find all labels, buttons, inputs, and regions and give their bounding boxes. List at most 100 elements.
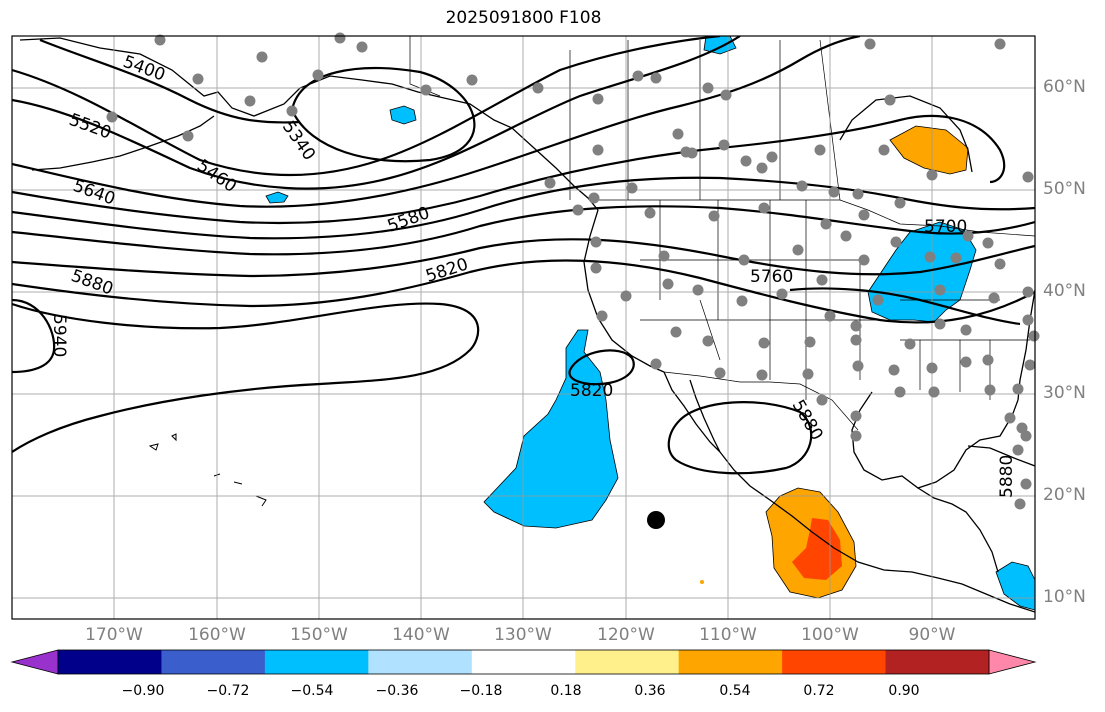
station-dot [596,310,608,322]
shade-blue-pacific [483,329,619,529]
contour-label-5340: 5340 [278,117,319,164]
colorbar-cell [471,650,576,674]
colorbar-cell [782,650,887,674]
station-dot [858,254,870,266]
lat-label: 20°N [1043,485,1086,505]
station-dot [926,169,938,181]
contour-5640 [12,36,861,208]
station-dot [888,364,900,376]
station-dot [828,186,840,198]
station-dot [864,38,876,50]
contour-5460 [12,36,741,190]
colorbar-cell [885,650,990,674]
colorbar-high-extension [988,649,1037,675]
lon-label: 110°W [699,625,757,645]
station-dot [670,326,682,338]
station-dot [756,369,768,381]
station-dot [466,74,478,86]
station-dot [1014,498,1026,510]
station-dot [758,337,770,349]
station-dot [934,318,946,330]
station-dot [988,292,1000,304]
atlantic-coast [1017,289,1035,401]
colorbar-tick: 0.18 [550,683,582,699]
station-dot [994,258,1006,270]
station-dot [950,252,962,264]
province-lines [569,39,841,201]
contour-5340 [290,67,476,163]
contour-5520 [12,36,721,177]
station-dot [926,362,938,374]
map-content [12,36,1035,619]
station-dot [620,290,632,302]
station-dot [686,147,698,159]
station-dot [850,334,862,346]
station-dot [244,95,256,107]
station-dot [858,209,870,221]
colorbar-tick: 0.36 [634,683,666,699]
station-dot [934,284,946,296]
station-dot [650,72,662,84]
station-dot [814,144,826,156]
lat-label: 40°N [1043,281,1086,301]
colorbar-cell [575,650,680,674]
station-dot [840,230,852,242]
colorbar-low-extension [10,649,59,675]
graticule [12,36,1035,619]
contour-5820 [12,259,1035,324]
station-dot [850,410,862,422]
station-dot [702,335,714,347]
station-dot [894,197,906,209]
station-dot [736,295,748,307]
shade-blue-top [703,36,737,55]
station-dot [692,284,704,296]
station-dot [650,358,662,370]
contour-5760c [789,287,1021,326]
yucatan-caribbean [917,487,999,573]
station-dot [592,144,604,156]
lon-label: 90°W [908,625,956,645]
station-dot [658,250,670,262]
station-dot [1022,314,1034,326]
station-dot [718,139,730,151]
mexico-pacific-coast [719,451,1035,613]
state-lines-b [859,260,1030,400]
station-dot [192,73,204,85]
lat-label: 50°N [1043,179,1086,199]
station-dot [850,320,862,332]
lon-label: 170°W [85,625,143,645]
station-dot [1022,286,1034,298]
station-dot [644,207,656,219]
station-dot [872,294,884,306]
islands-layer [148,433,267,507]
colorbar-cell [161,650,266,674]
colorbar-cell [368,650,473,674]
colorbar-tick: −0.72 [206,683,250,699]
colorbar-tick: −0.36 [375,683,419,699]
station-dot [532,82,544,94]
station-dot [420,84,432,96]
lon-label: 160°W [188,625,246,645]
lat-label: 10°N [1043,587,1086,607]
contour-5400 [39,38,301,124]
station-dot [588,192,600,204]
hawaii-islands [213,473,267,507]
station-dot [182,130,194,142]
station-dot [1012,444,1024,456]
lat-label: 30°N [1043,383,1086,403]
station-dot [702,82,714,94]
colorbar-cell [264,650,369,674]
station-dot [106,111,118,123]
colorbar-tick: −0.90 [121,683,165,699]
lon-label: 100°W [801,625,859,645]
contour-label-5520: 5520 [66,110,113,144]
station-dot [982,354,994,366]
small-marker [700,580,704,584]
contour-label-5400: 5400 [120,52,167,86]
station-dot [632,70,644,82]
station-dot [154,34,166,46]
station-dot [590,262,602,274]
contour-5880 [12,302,480,453]
station-dot [714,367,726,379]
map-frame [11,35,1036,620]
